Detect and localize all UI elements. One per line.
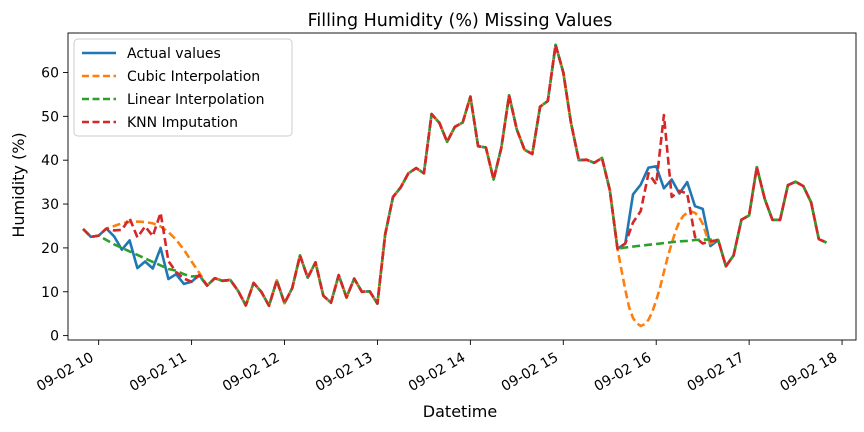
y-axis-label: Humidity (%) (9, 132, 28, 237)
y-tick-label: 0 (50, 329, 59, 345)
legend-label: Actual values (127, 46, 221, 62)
y-tick-label: 10 (41, 285, 59, 301)
legend: Actual values Cubic Interpolation Linear I… (73, 38, 293, 137)
y-tick-label: 20 (41, 241, 59, 257)
legend-label: KNN Imputation (127, 115, 238, 131)
y-axis-ticks: 0 10 20 30 40 50 60 (41, 65, 68, 345)
x-axis-label: Datetime (423, 402, 497, 421)
legend-label: Cubic Interpolation (127, 69, 260, 85)
legend-label: Linear Interpolation (127, 92, 265, 108)
y-tick-label: 40 (41, 153, 59, 169)
plot-frame (67, 32, 857, 341)
y-tick-label: 50 (41, 109, 59, 125)
legend-box (73, 38, 293, 137)
series-line-3 (82, 43, 828, 308)
plot-lines (82, 43, 828, 328)
y-tick-label: 30 (41, 197, 59, 213)
chart-title: Filling Humidity (%) Missing Values (308, 11, 613, 31)
y-tick-label: 60 (41, 65, 59, 81)
